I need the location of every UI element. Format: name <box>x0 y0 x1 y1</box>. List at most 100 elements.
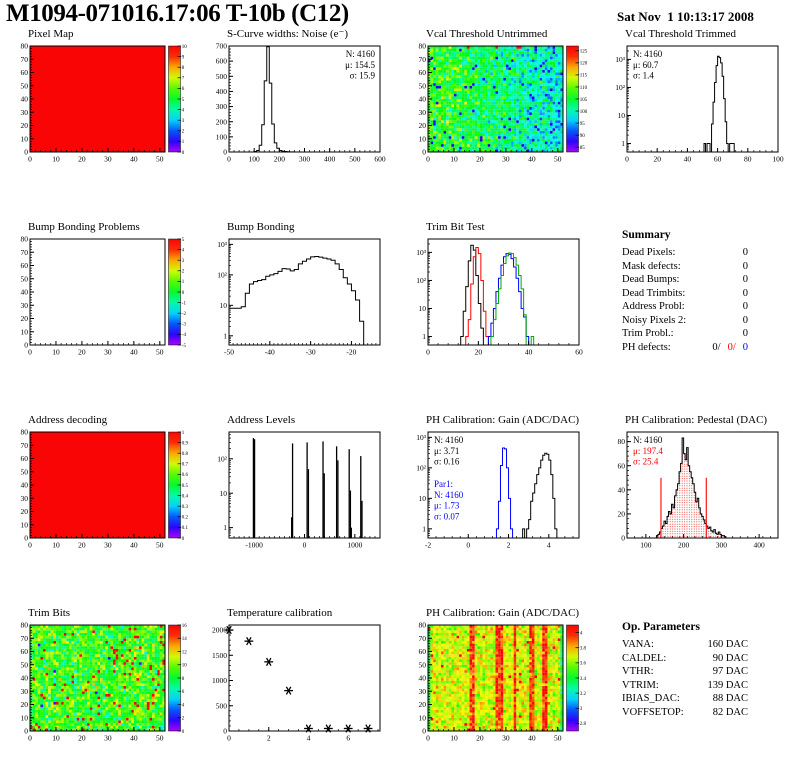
ph-defect-red: 0/ <box>728 342 736 353</box>
svg-text:1: 1 <box>422 524 426 533</box>
svg-text:0: 0 <box>422 148 426 157</box>
svg-text:10: 10 <box>52 348 60 357</box>
op-parameter-label: VANA: <box>622 638 654 652</box>
svg-text:10: 10 <box>618 111 626 120</box>
svg-text:1: 1 <box>422 332 426 341</box>
plot-title: PH Calibration: Gain (ADC/DAC) <box>426 607 597 620</box>
svg-text:0: 0 <box>24 148 28 157</box>
ph-defect-black: 0/ <box>712 342 720 353</box>
svg-text:μ: 60.7: μ: 60.7 <box>633 60 659 70</box>
svg-text:σ: 15.9: σ: 15.9 <box>350 71 376 81</box>
plot-title: PH Calibration: Pedestal (DAC) <box>625 414 796 427</box>
plot-title: PH Calibration: Gain (ADC/DAC) <box>426 414 597 427</box>
svg-text:50: 50 <box>554 155 562 164</box>
svg-text:0.6: 0.6 <box>182 473 189 478</box>
svg-text:40: 40 <box>130 348 138 357</box>
svg-text:10³: 10³ <box>416 248 427 257</box>
svg-text:20: 20 <box>21 507 29 516</box>
plot-title: Pixel Map <box>28 28 199 41</box>
svg-text:2: 2 <box>182 130 185 135</box>
svg-text:10: 10 <box>52 155 60 164</box>
svg-text:50: 50 <box>21 81 29 90</box>
svg-text:20: 20 <box>78 541 86 550</box>
svg-text:0: 0 <box>28 155 32 164</box>
svg-text:30: 30 <box>21 108 29 117</box>
svg-text:5: 5 <box>182 98 185 103</box>
svg-text:2: 2 <box>507 541 511 550</box>
svg-text:σ: 0.07: σ: 0.07 <box>434 511 460 521</box>
plot-title: Trim Bit Test <box>426 221 597 234</box>
svg-text:40: 40 <box>525 348 533 357</box>
svg-text:10: 10 <box>419 494 427 503</box>
svg-text:-1: -1 <box>182 301 187 306</box>
op-parameter-label: VTHR: <box>622 665 654 679</box>
svg-text:20: 20 <box>21 121 29 130</box>
svg-text:0.1: 0.1 <box>182 526 189 531</box>
svg-text:10²: 10² <box>217 270 228 279</box>
svg-text:10²: 10² <box>615 83 626 92</box>
svg-text:0.8: 0.8 <box>182 452 189 457</box>
svg-text:300: 300 <box>716 541 728 550</box>
op-parameter-row: VTRIM:139 DAC <box>622 679 748 693</box>
svg-text:20: 20 <box>21 314 29 323</box>
svg-text:σ: 25.4: σ: 25.4 <box>633 457 659 467</box>
summary-row-label: Mask defects: <box>622 260 681 274</box>
ph-defect-blue: 0 <box>743 342 748 353</box>
svg-text:70: 70 <box>21 441 29 450</box>
svg-text:20: 20 <box>618 510 626 519</box>
svg-text:40: 40 <box>528 155 536 164</box>
svg-text:10: 10 <box>419 134 427 143</box>
svg-text:-3: -3 <box>182 323 187 328</box>
svg-text:10³: 10³ <box>217 240 228 249</box>
svg-text:10²: 10² <box>217 454 228 463</box>
svg-text:0: 0 <box>426 155 430 164</box>
svg-text:100: 100 <box>772 155 784 164</box>
svg-text:μ: 1.73: μ: 1.73 <box>434 501 460 511</box>
svg-text:70: 70 <box>21 248 29 257</box>
svg-text:1: 1 <box>182 280 185 285</box>
summary-row: Dead Pixels:0 <box>622 246 748 260</box>
svg-text:0.2: 0.2 <box>182 516 189 521</box>
svg-text:5: 5 <box>182 238 185 243</box>
svg-text:30: 30 <box>21 494 29 503</box>
summary-row: Dead Bumps:0 <box>622 273 748 287</box>
summary-row-label: Address Probl: <box>622 300 685 314</box>
svg-text:N: 4160: N: 4160 <box>434 490 464 500</box>
svg-text:40: 40 <box>21 95 29 104</box>
svg-text:20: 20 <box>475 348 483 357</box>
summary-row-value: 0 <box>743 314 748 328</box>
plot-title: Trim Bits <box>28 607 199 620</box>
svg-text:70: 70 <box>419 55 427 64</box>
op-parameter-row: IBIAS_DAC:88 DAC <box>622 692 748 706</box>
svg-text:105: 105 <box>580 98 588 103</box>
op-parameter-row: VOFFSETOP:82 DAC <box>622 706 748 720</box>
svg-text:125: 125 <box>580 50 588 55</box>
svg-text:200: 200 <box>274 155 286 164</box>
svg-text:10³: 10³ <box>615 55 626 64</box>
plot-title: Vcal Threshold Untrimmed <box>426 28 597 41</box>
summary-row-label: Dead Pixels: <box>622 246 675 260</box>
svg-text:0: 0 <box>625 155 629 164</box>
summary-row: Trim Probl.:0 <box>622 327 748 341</box>
svg-text:600: 600 <box>374 155 386 164</box>
svg-text:-4: -4 <box>182 333 187 338</box>
svg-text:700: 700 <box>216 42 228 51</box>
svg-text:1: 1 <box>621 139 625 148</box>
summary-row-label: Dead Trimbits: <box>622 287 685 301</box>
svg-text:N: 4160: N: 4160 <box>633 49 663 59</box>
svg-text:10: 10 <box>21 327 29 336</box>
svg-text:20: 20 <box>78 155 86 164</box>
svg-text:0: 0 <box>24 341 28 350</box>
svg-text:20: 20 <box>653 155 661 164</box>
plot-title: Bump Bonding <box>227 221 398 234</box>
